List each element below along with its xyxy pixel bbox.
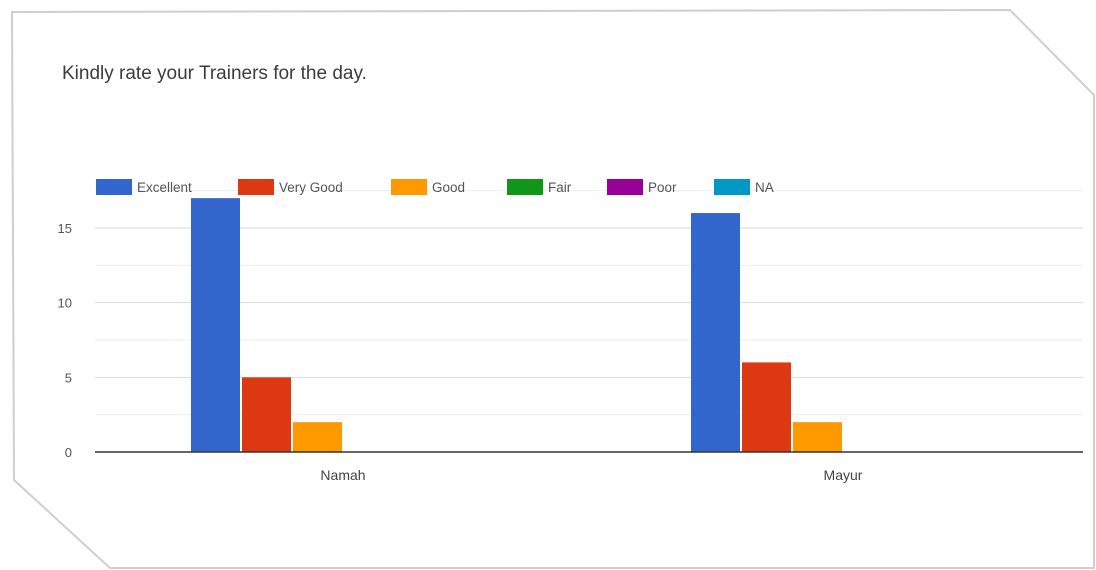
legend-item-poor: Poor — [607, 179, 677, 195]
bar-excellent-namah — [191, 198, 240, 452]
x-axis-labels: Namah Mayur — [320, 467, 862, 483]
y-tick-label: 5 — [65, 370, 72, 385]
y-tick-label: 15 — [58, 221, 72, 236]
bar-very-good-mayur — [742, 362, 791, 452]
bars — [95, 198, 1083, 453]
bar-good-namah — [293, 422, 342, 452]
legend-swatch — [507, 179, 543, 195]
y-tick-label: 10 — [58, 296, 72, 311]
chart-title: Kindly rate your Trainers for the day. — [62, 63, 367, 84]
legend-swatch — [238, 179, 274, 195]
legend-item-excellent: Excellent — [96, 179, 192, 195]
legend-item-fair: Fair — [507, 179, 572, 195]
y-tick-label: 0 — [65, 445, 72, 460]
x-tick-label: Namah — [320, 467, 365, 483]
x-tick-label: Mayur — [824, 467, 863, 483]
legend-swatch — [391, 179, 427, 195]
bar-good-mayur — [793, 422, 842, 452]
legend-label: Good — [432, 180, 465, 195]
bar-very-good-namah — [242, 377, 291, 452]
legend-swatch — [607, 179, 643, 195]
legend-label: Poor — [648, 180, 677, 195]
legend-item-good: Good — [391, 179, 465, 195]
legend-label: NA — [755, 180, 774, 195]
bar-excellent-mayur — [691, 213, 740, 452]
legend-label: Fair — [548, 180, 572, 195]
legend-item-na: NA — [714, 179, 774, 195]
legend-swatch — [714, 179, 750, 195]
legend-swatch — [96, 179, 132, 195]
legend-label: Excellent — [137, 180, 192, 195]
legend-label: Very Good — [279, 180, 343, 195]
y-axis-ticks: 0 5 10 15 — [58, 221, 72, 460]
legend: Excellent Very Good Good Fair Poor NA — [96, 179, 774, 195]
legend-item-very-good: Very Good — [238, 179, 343, 195]
